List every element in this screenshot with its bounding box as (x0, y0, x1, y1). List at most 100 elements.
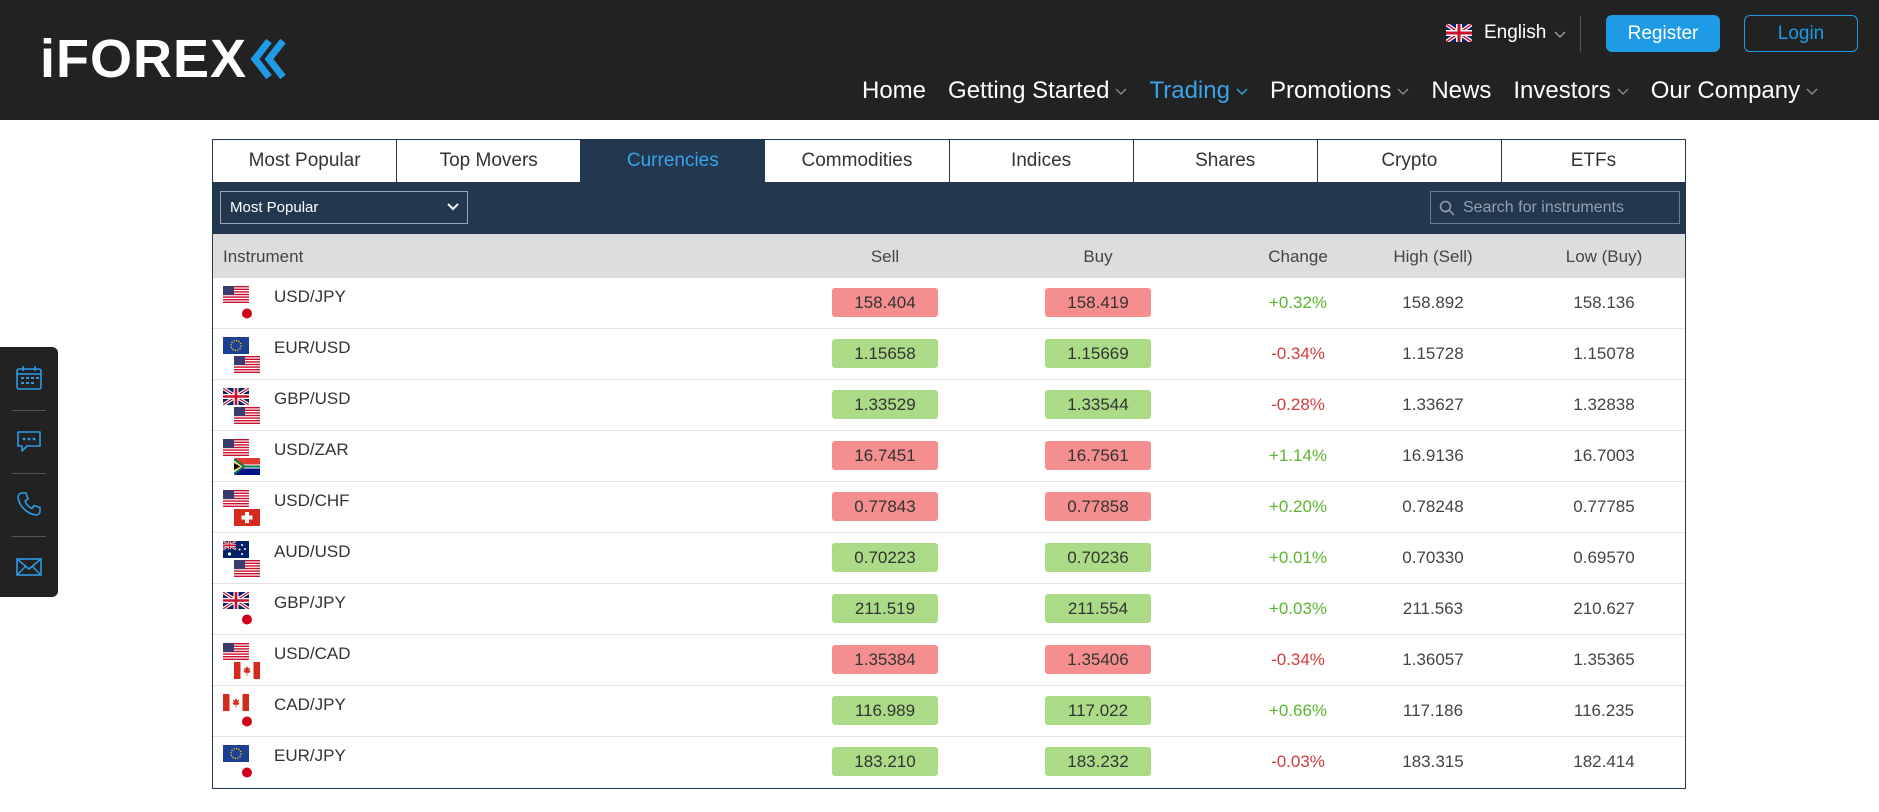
instrument-name[interactable]: USD/CAD (274, 644, 351, 663)
iforex-logo[interactable]: iFOREX (40, 32, 289, 86)
currency-pair-flags (223, 541, 261, 579)
buy-price-button[interactable]: 1.33544 (1045, 390, 1151, 419)
tab-indices[interactable]: Indices (949, 140, 1134, 182)
tab-most-popular[interactable]: Most Popular (213, 140, 398, 182)
register-button[interactable]: Register (1606, 15, 1720, 52)
column-low[interactable]: Low (Buy) (1565, 247, 1643, 266)
nav-home[interactable]: Home (862, 77, 926, 105)
nav-promotions[interactable]: Promotions (1270, 77, 1409, 105)
table-row[interactable]: EUR/JPY 183.210 183.232 -0.03% 183.315 182.41… (213, 737, 1685, 788)
buy-price-button[interactable]: 0.77858 (1045, 492, 1151, 521)
buy-price-button[interactable]: 16.7561 (1045, 441, 1151, 470)
buy-price-button[interactable]: 158.419 (1045, 288, 1151, 317)
instrument-name[interactable]: CAD/JPY (274, 695, 346, 714)
jp-flag-icon (234, 713, 260, 730)
calendar-icon (16, 366, 42, 390)
search-placeholder[interactable]: Search for instruments (1463, 198, 1624, 216)
instrument-rows: USD/JPY 158.404 158.419 +0.32% 158.892 158.13… (213, 278, 1685, 788)
sell-price-button[interactable]: 1.33529 (832, 390, 938, 419)
sell-price-button[interactable]: 183.210 (832, 747, 938, 776)
buy-price-button[interactable]: 211.554 (1045, 594, 1151, 623)
logo-chevrons-icon (250, 38, 286, 80)
phone-icon (17, 492, 41, 516)
eu-flag-icon (223, 745, 249, 762)
high-sell-value: 1.36057 (1402, 650, 1464, 669)
instrument-search[interactable]: Search for instruments (1430, 191, 1680, 224)
login-button[interactable]: Login (1744, 15, 1858, 52)
instrument-name[interactable]: USD/ZAR (274, 440, 349, 459)
sell-price-button[interactable]: 0.77843 (832, 492, 938, 521)
jp-flag-icon (234, 764, 260, 781)
instrument-name[interactable]: USD/CHF (274, 491, 350, 510)
table-row[interactable]: CAD/JPY 116.989 117.022 +0.66% 117.186 116.23… (213, 686, 1685, 737)
column-high[interactable]: High (Sell) (1393, 247, 1473, 266)
phone-button[interactable] (0, 473, 58, 535)
buy-price-button[interactable]: 1.35406 (1045, 645, 1151, 674)
tab-currencies[interactable]: Currencies (581, 140, 766, 182)
sell-price-button[interactable]: 16.7451 (832, 441, 938, 470)
column-buy[interactable]: Buy (1083, 247, 1113, 266)
currency-pair-flags (223, 694, 261, 732)
ch-flag-icon (234, 509, 260, 526)
list-filter-select[interactable]: Most Popular (220, 191, 468, 224)
low-buy-value: 0.77785 (1573, 497, 1635, 516)
currency-pair-flags (223, 643, 261, 681)
nav-trading[interactable]: Trading (1149, 77, 1248, 105)
table-row[interactable]: USD/ZAR 16.7451 16.7561 +1.14% 16.9136 16.700… (213, 431, 1685, 482)
instrument-name[interactable]: EUR/JPY (274, 746, 346, 765)
currency-pair-flags (223, 745, 261, 783)
table-row[interactable]: EUR/USD 1.15658 1.15669 -0.34% 1.15728 1.1507… (213, 329, 1685, 380)
ca-flag-icon (223, 694, 249, 711)
instrument-name[interactable]: USD/JPY (274, 287, 346, 306)
nav-news[interactable]: News (1431, 77, 1491, 105)
buy-price-button[interactable]: 0.70236 (1045, 543, 1151, 572)
search-icon (1439, 200, 1455, 216)
table-row[interactable]: USD/JPY 158.404 158.419 +0.32% 158.892 158.13… (213, 278, 1685, 329)
sell-price-button[interactable]: 1.35384 (832, 645, 938, 674)
table-row[interactable]: GBP/JPY 211.519 211.554 +0.03% 211.563 210.62… (213, 584, 1685, 635)
table-row[interactable]: AUD/USD 0.70223 0.70236 +0.01% 0.70330 0.6957… (213, 533, 1685, 584)
table-row[interactable]: USD/CHF 0.77843 0.77858 +0.20% 0.78248 0.7778… (213, 482, 1685, 533)
calendar-button[interactable] (0, 347, 58, 409)
instrument-name[interactable]: AUD/USD (274, 542, 351, 561)
table-row[interactable]: GBP/USD 1.33529 1.33544 -0.28% 1.33627 1.3283… (213, 380, 1685, 431)
column-instrument[interactable]: Instrument (223, 247, 304, 266)
currency-pair-flags (223, 490, 261, 528)
tab-shares[interactable]: Shares (1133, 140, 1318, 182)
category-tabs: Most Popular Top Movers Currencies Commodit… (213, 140, 1685, 182)
buy-price-button[interactable]: 117.022 (1045, 696, 1151, 725)
buy-price-button[interactable]: 183.232 (1045, 747, 1151, 776)
tab-crypto[interactable]: Crypto (1317, 140, 1502, 182)
language-selector[interactable]: English (1446, 22, 1566, 44)
change-value: +0.01% (1268, 548, 1328, 567)
column-change[interactable]: Change (1268, 247, 1328, 266)
change-value: +1.14% (1268, 446, 1328, 465)
instrument-name[interactable]: EUR/USD (274, 338, 351, 357)
tab-commodities[interactable]: Commodities (765, 140, 950, 182)
instrument-name[interactable]: GBP/USD (274, 389, 351, 408)
chat-icon (17, 431, 41, 452)
nav-getting-started[interactable]: Getting Started (948, 77, 1127, 105)
sell-price-button[interactable]: 116.989 (832, 696, 938, 725)
chevron-down-icon (1617, 88, 1629, 95)
low-buy-value: 182.414 (1573, 752, 1635, 771)
high-sell-value: 158.892 (1402, 293, 1464, 312)
tab-etfs[interactable]: ETFs (1501, 140, 1685, 182)
change-value: +0.32% (1268, 293, 1328, 312)
sell-price-button[interactable]: 1.15658 (832, 339, 938, 368)
column-sell[interactable]: Sell (870, 247, 900, 266)
sell-price-button[interactable]: 158.404 (832, 288, 938, 317)
instrument-name[interactable]: GBP/JPY (274, 593, 346, 612)
sell-price-button[interactable]: 0.70223 (832, 543, 938, 572)
sell-price-button[interactable]: 211.519 (832, 594, 938, 623)
buy-price-button[interactable]: 1.15669 (1045, 339, 1151, 368)
table-row[interactable]: USD/CAD 1.35384 1.35406 -0.34% 1.36057 1.3536… (213, 635, 1685, 686)
ca-flag-icon (234, 662, 260, 679)
nav-our-company[interactable]: Our Company (1651, 77, 1818, 105)
au-flag-icon (223, 541, 249, 558)
tab-top-movers[interactable]: Top Movers (397, 140, 582, 182)
chat-button[interactable] (0, 410, 58, 472)
low-buy-value: 116.235 (1573, 701, 1635, 720)
email-button[interactable] (0, 536, 58, 598)
nav-investors[interactable]: Investors (1513, 77, 1629, 105)
